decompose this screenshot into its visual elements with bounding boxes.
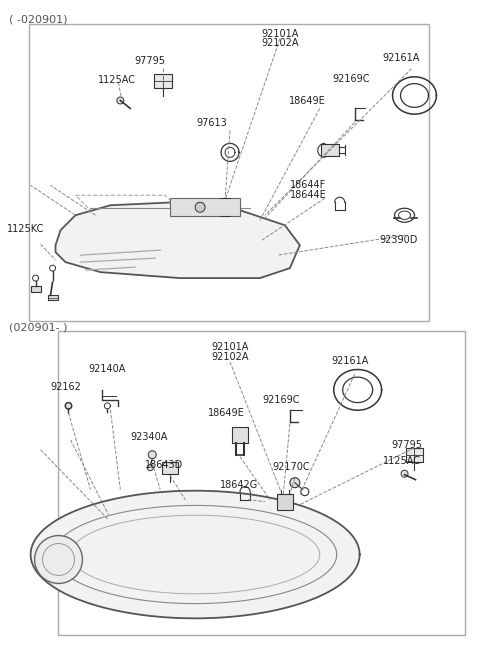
Circle shape: [195, 202, 205, 212]
Text: 18644E: 18644E: [290, 191, 326, 200]
Text: ( -020901): ( -020901): [9, 14, 67, 25]
Bar: [29, 24, 429, 321]
Text: 97795: 97795: [134, 56, 165, 66]
Text: 92101A: 92101A: [261, 29, 299, 39]
Bar: [162, 462, 178, 474]
Text: 92169C: 92169C: [333, 73, 370, 84]
Text: 18643D: 18643D: [145, 460, 183, 470]
Polygon shape: [56, 202, 300, 278]
Text: 1125KC: 1125KC: [7, 224, 44, 234]
Polygon shape: [31, 491, 360, 618]
Bar: [321, 144, 339, 157]
Text: (020901- ): (020901- ): [9, 322, 67, 332]
Text: 92170C: 92170C: [272, 462, 310, 472]
Bar: [31, 286, 41, 292]
Circle shape: [35, 536, 83, 584]
Circle shape: [147, 464, 153, 471]
Text: 92169C: 92169C: [262, 395, 300, 405]
Circle shape: [117, 97, 124, 104]
Text: 97795: 97795: [392, 440, 422, 450]
Text: 18644F: 18644F: [290, 180, 326, 191]
Text: 97613: 97613: [196, 119, 227, 128]
Text: 1125AC: 1125AC: [383, 456, 420, 466]
Bar: [48, 295, 58, 300]
Bar: [58, 331, 465, 635]
Text: 18649E: 18649E: [289, 96, 325, 107]
Circle shape: [148, 451, 156, 458]
Text: 1125AC: 1125AC: [98, 75, 136, 84]
Circle shape: [65, 402, 72, 409]
Text: 92161A: 92161A: [383, 52, 420, 63]
Bar: [406, 448, 423, 462]
Text: 92162: 92162: [50, 382, 82, 392]
Text: 92102A: 92102A: [261, 37, 299, 48]
Text: 92161A: 92161A: [332, 356, 369, 366]
Circle shape: [290, 477, 300, 488]
Bar: [154, 73, 172, 88]
Circle shape: [401, 470, 408, 477]
Text: 92340A: 92340A: [130, 432, 168, 441]
Text: 92390D: 92390D: [380, 235, 418, 245]
Bar: [277, 494, 293, 510]
Text: 18642G: 18642G: [220, 479, 258, 490]
Text: 92101A: 92101A: [211, 342, 249, 352]
Bar: [232, 427, 248, 443]
Text: 18649E: 18649E: [208, 408, 245, 418]
Text: 92102A: 92102A: [211, 352, 249, 362]
Bar: [170, 198, 240, 216]
Text: 92140A: 92140A: [88, 364, 126, 374]
